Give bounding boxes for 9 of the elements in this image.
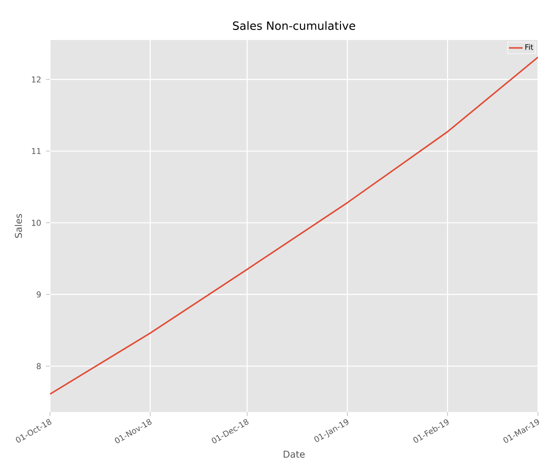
y-tick-label: 12 [32, 76, 40, 82]
chart-title: Sales Non-cumulative [233, 21, 356, 30]
x-axis-title: Date [284, 450, 305, 458]
y-tick-label: 9 [36, 291, 41, 298]
y-axis-title: Sales [14, 214, 22, 238]
y-tick-label: 10 [32, 220, 41, 226]
line-series [50, 56, 538, 395]
y-tick-label: 11 [32, 148, 41, 154]
y-tick-label: 8 [36, 363, 41, 370]
